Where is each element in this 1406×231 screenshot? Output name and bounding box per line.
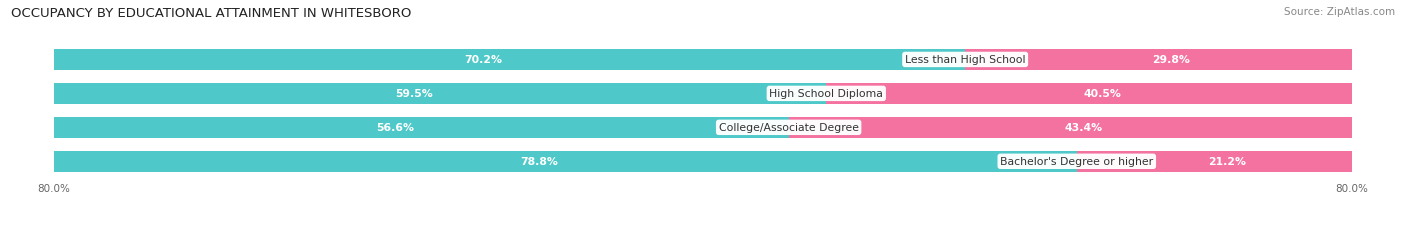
Text: 21.2%: 21.2%: [1208, 157, 1246, 167]
Bar: [789, 117, 1353, 138]
Text: OCCUPANCY BY EDUCATIONAL ATTAINMENT IN WHITESBORO: OCCUPANCY BY EDUCATIONAL ATTAINMENT IN W…: [11, 7, 412, 20]
Bar: [53, 151, 1077, 172]
Bar: [1077, 151, 1353, 172]
Bar: [53, 117, 789, 138]
Text: 70.2%: 70.2%: [464, 55, 503, 65]
Text: Source: ZipAtlas.com: Source: ZipAtlas.com: [1284, 7, 1395, 17]
Bar: [827, 83, 1353, 104]
Bar: [53, 50, 965, 71]
Text: Bachelor's Degree or higher: Bachelor's Degree or higher: [1000, 157, 1153, 167]
Bar: [53, 117, 1353, 138]
Text: 40.5%: 40.5%: [1083, 89, 1121, 99]
Text: College/Associate Degree: College/Associate Degree: [718, 123, 859, 133]
Text: 59.5%: 59.5%: [395, 89, 433, 99]
Bar: [53, 50, 1353, 71]
Bar: [53, 83, 827, 104]
Text: 29.8%: 29.8%: [1153, 55, 1191, 65]
Bar: [53, 151, 1353, 172]
Text: 43.4%: 43.4%: [1064, 123, 1102, 133]
Bar: [965, 50, 1353, 71]
Text: High School Diploma: High School Diploma: [769, 89, 883, 99]
Text: 56.6%: 56.6%: [377, 123, 415, 133]
Text: Less than High School: Less than High School: [905, 55, 1025, 65]
Bar: [53, 83, 1353, 104]
Text: 78.8%: 78.8%: [520, 157, 558, 167]
